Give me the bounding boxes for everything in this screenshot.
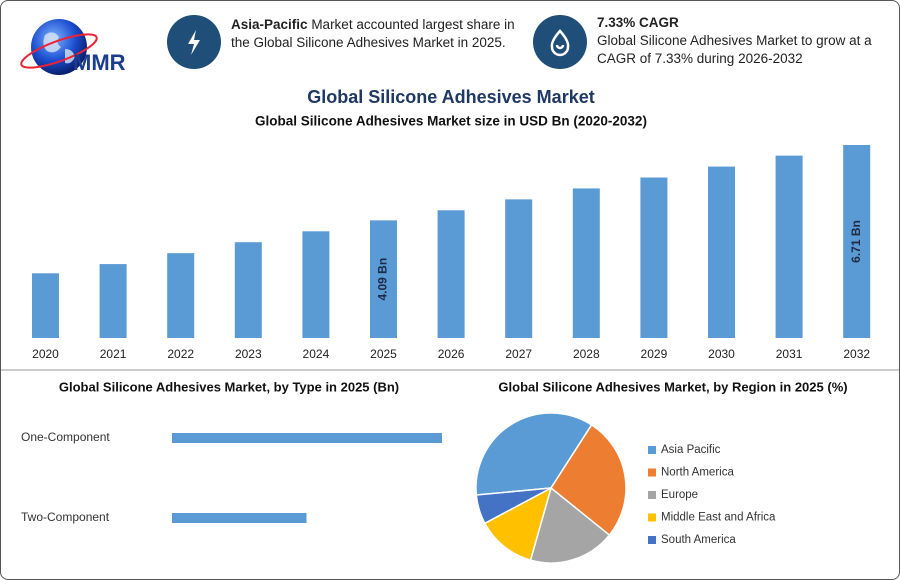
highlight-text: Asia-Pacific Market accounted largest sh…: [231, 16, 531, 52]
x-tick-label: 2029: [641, 347, 668, 361]
legend-swatch: [648, 468, 656, 477]
x-tick-label: 2026: [438, 347, 465, 361]
pie-slice: [529, 486, 611, 564]
highlight-body: Global Silicone Adhesives Market to grow…: [597, 33, 872, 66]
pie-slice: [475, 412, 593, 496]
bar: [302, 231, 330, 338]
x-tick-label: 2022: [167, 347, 194, 361]
bar: [32, 273, 59, 338]
bar: [437, 210, 465, 338]
category-label: One-Component: [21, 430, 110, 444]
highlight-title: 7.33% CAGR: [597, 15, 679, 30]
legend-label: Europe: [661, 489, 698, 501]
x-tick-label: 2028: [573, 347, 600, 361]
legend-label: South America: [661, 534, 736, 546]
bar: [172, 433, 442, 443]
pie-slice: [475, 487, 552, 525]
bar: [172, 513, 307, 523]
legend-swatch: [648, 491, 656, 499]
pie-slice: [550, 423, 627, 537]
highlight-bold: Asia-Pacific: [231, 17, 308, 32]
chart-subtitle: Global Silicone Adhesives Market size in…: [255, 114, 647, 129]
bar: [234, 242, 262, 338]
highlight-body: Market accounted largest share in the Gl…: [231, 17, 515, 50]
x-tick-label: 2030: [708, 347, 735, 361]
legend-label: Middle East and Africa: [661, 512, 776, 524]
legend-swatch: [648, 446, 656, 454]
legend-label: North America: [661, 467, 734, 479]
drop-icon: [550, 29, 570, 57]
highlight-icon: [533, 15, 587, 69]
x-tick-label: 2031: [776, 347, 803, 361]
chart-title: Global Silicone Adhesives Market: [307, 87, 594, 107]
chart-title: Global Silicone Adhesives Market, by Reg…: [498, 379, 847, 394]
bar: [708, 166, 735, 338]
x-tick-label: 2025: [370, 347, 397, 361]
logo-text: MMR: [73, 50, 126, 75]
category-label: Two-Component: [21, 510, 110, 524]
x-tick-label: 2021: [100, 347, 127, 361]
logo-orbit: [20, 33, 98, 69]
pie-slice: [483, 486, 553, 562]
x-tick-label: 2024: [303, 347, 330, 361]
bar: [843, 145, 871, 338]
bar: [572, 188, 600, 338]
bar: [99, 264, 127, 338]
logo-land: [65, 49, 75, 64]
logo: MMR: [20, 19, 126, 75]
value-label: 4.09 Bn: [376, 258, 390, 301]
bar: [505, 199, 533, 338]
x-tick-label: 2020: [32, 347, 59, 361]
bar: [370, 220, 397, 338]
legend-swatch: [648, 513, 656, 522]
bar: [167, 253, 195, 338]
value-label: 6.71 Bn: [849, 220, 863, 263]
legend-label: Asia Pacific: [661, 444, 721, 456]
x-tick-label: 2032: [843, 347, 870, 361]
lightning-icon: [188, 30, 200, 55]
x-tick-label: 2023: [235, 347, 262, 361]
bar: [640, 177, 668, 338]
bar: [775, 155, 803, 338]
x-tick-label: 2027: [505, 347, 532, 361]
legend-swatch: [648, 536, 656, 544]
chart-title: Global Silicone Adhesives Market, by Typ…: [59, 379, 399, 394]
highlight-text: 7.33% CAGR Global Silicone Adhesives Mark…: [597, 14, 889, 68]
